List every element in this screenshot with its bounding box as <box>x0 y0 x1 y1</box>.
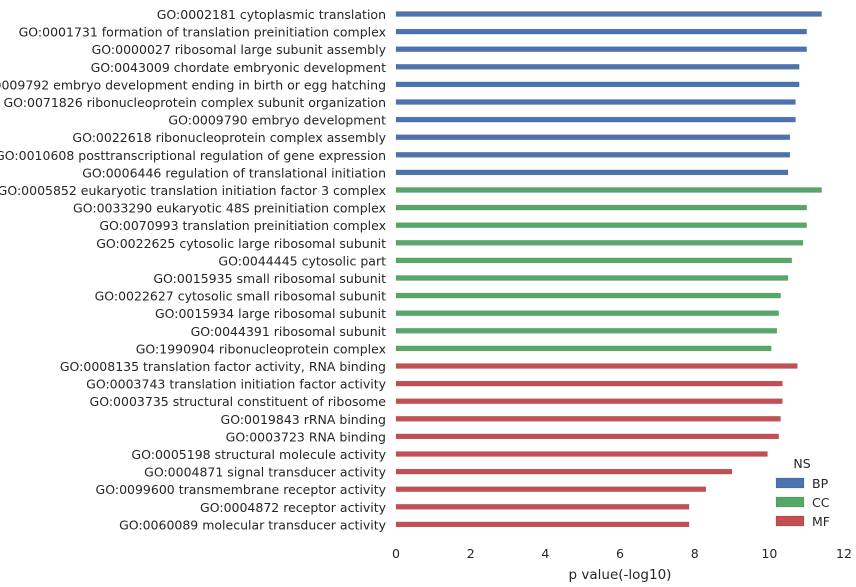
category-label: GO:1990904 ribonucleoprotein complex <box>136 341 386 356</box>
bar-bp <box>395 64 800 70</box>
category-label: GO:0071826 ribonucleoprotein complex sub… <box>3 95 386 110</box>
bar-mf <box>395 415 781 422</box>
bar-mf <box>395 433 779 440</box>
category-label: GO:0009790 embryo development <box>168 113 386 128</box>
bar-cc <box>395 257 793 264</box>
bar-cc <box>395 204 807 211</box>
category-label: GO:0044391 ribosomal subunit <box>191 324 386 339</box>
x-tick-label: 12 <box>836 546 852 561</box>
bar-bp <box>395 99 796 105</box>
category-label: GO:0003723 RNA binding <box>226 429 386 444</box>
bar-bp <box>395 11 822 17</box>
category-label: GO:0009792 embryo development ending in … <box>0 77 386 92</box>
bar-mf <box>395 521 690 528</box>
category-label: GO:0033290 eukaryotic 48S preinitiation … <box>73 201 386 216</box>
x-tick-label: 10 <box>761 546 777 561</box>
category-label: GO:0043009 chordate embryonic developmen… <box>91 60 386 75</box>
category-label: GO:0010608 posttranscriptional regulatio… <box>0 148 386 163</box>
category-label: GO:0004872 receptor activity <box>200 500 387 515</box>
bar-cc <box>395 187 822 193</box>
bar-cc <box>395 275 789 281</box>
legend-label-cc: CC <box>812 495 830 510</box>
x-tick-label: 4 <box>541 546 549 561</box>
legend-title: NS <box>793 456 810 471</box>
category-label: GO:0022627 cytosolic small ribosomal sub… <box>95 289 387 304</box>
bars-group <box>395 11 822 528</box>
bar-bp <box>395 152 791 158</box>
x-axis: 0 2 4 6 8 10 12 <box>392 546 852 561</box>
x-tick-label: 8 <box>691 546 699 561</box>
category-label: GO:0005198 structural molecule activity <box>131 447 386 462</box>
category-label: GO:0001731 formation of translation prei… <box>19 25 386 40</box>
bar-cc <box>395 327 778 334</box>
category-labels-group: GO:0002181 cytoplasmic translation GO:000… <box>0 7 387 532</box>
bar-mf <box>395 486 707 493</box>
bar-mf <box>395 503 690 510</box>
category-label: GO:0099600 transmembrane receptor activi… <box>96 482 387 497</box>
legend-label-bp: BP <box>812 476 829 491</box>
category-label: GO:0060089 molecular transducer activity <box>119 517 387 532</box>
bar-cc <box>395 310 779 317</box>
bar-bp <box>395 116 796 123</box>
category-label: GO:0019843 rRNA binding <box>221 412 386 427</box>
legend-swatch-bp <box>775 477 805 489</box>
category-label: GO:0015934 large ribosomal subunit <box>155 306 386 321</box>
bar-bp <box>395 134 791 140</box>
legend-swatch-mf <box>775 515 805 527</box>
bar-cc <box>395 345 772 352</box>
x-tick-label: 6 <box>616 546 624 561</box>
category-label: GO:0002181 cytoplasmic translation <box>157 7 386 22</box>
x-tick-label: 2 <box>467 546 475 561</box>
bar-bp <box>395 46 807 53</box>
bar-mf <box>395 398 783 405</box>
category-label: GO:0006446 regulation of translational i… <box>82 165 386 180</box>
category-label: GO:0015935 small ribosomal subunit <box>153 271 386 286</box>
category-label: GO:0022618 ribonucleoprotein complex ass… <box>72 130 386 145</box>
bar-mf <box>395 380 783 387</box>
category-label: GO:0022625 cytosolic large ribosomal sub… <box>96 236 386 251</box>
bar-bp <box>395 169 789 176</box>
category-label: GO:0005852 eukaryotic translation initia… <box>0 183 386 198</box>
bar-cc <box>395 240 804 246</box>
bar-cc <box>395 292 781 299</box>
bar-mf <box>395 363 798 369</box>
bar-cc <box>395 222 807 228</box>
category-label: GO:0008135 translation factor activity, … <box>60 359 386 374</box>
category-label: GO:0070993 translation preinitiation com… <box>99 218 386 233</box>
x-axis-title: p value(-log10) <box>569 567 672 583</box>
bar-bp <box>395 81 800 88</box>
category-label: GO:0044445 cytosolic part <box>218 253 386 268</box>
category-label: GO:0004871 signal transducer activity <box>144 465 386 480</box>
category-label: GO:0000027 ribosomal large subunit assem… <box>92 42 387 57</box>
bar-bp <box>395 28 807 35</box>
x-tick-label: 0 <box>392 546 400 561</box>
category-label: GO:0003735 structural constituent of rib… <box>90 394 387 409</box>
legend-label-mf: MF <box>812 514 830 529</box>
category-label: GO:0003743 translation initiation factor… <box>86 377 386 392</box>
legend-swatch-cc <box>775 496 805 508</box>
bar-mf <box>395 451 768 457</box>
legend: NS BP CC MF <box>775 456 830 529</box>
bar-mf <box>395 468 733 475</box>
